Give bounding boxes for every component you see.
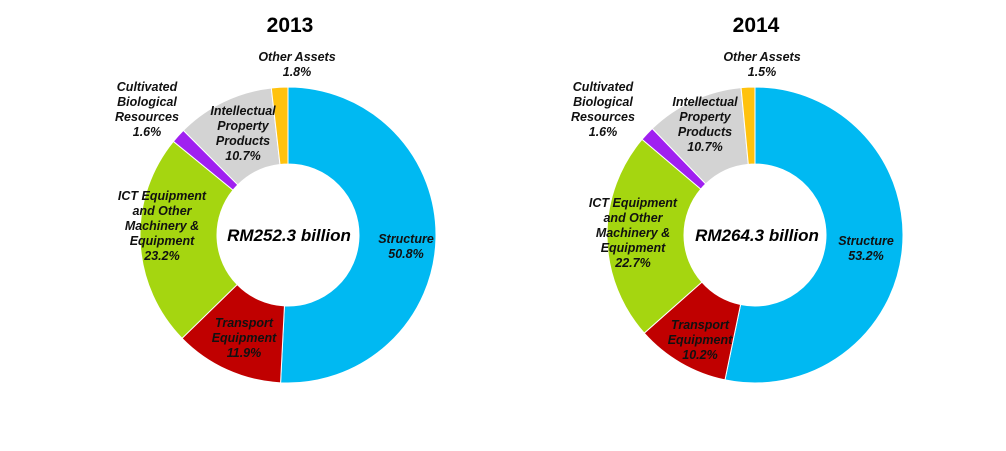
label-transport-2014: Transport Equipment 10.2% [667,318,733,362]
label-ict-2014: ICT Equipment and Other Machinery & Equi… [588,196,678,270]
label-cultivated-2013: Cultivated Biological Resources 1.6% [115,80,179,139]
slice-structure-2014 [724,86,904,384]
label-other-2014: Other Assets 1.5% [723,50,801,79]
label-ict-2013: ICT Equipment and Other Machinery & Equi… [117,189,207,263]
slice-ict-2014 [606,138,703,334]
chart-title-2014: 2014 [732,14,780,37]
label-structure-2014: Structure 53.2% [838,234,894,263]
slice-structure-2013 [280,86,437,384]
slice-ict-2013 [139,140,238,340]
center-label-2014: RM264.3 billion [695,226,819,245]
slice-other-2013 [270,86,289,166]
label-structure-2013: Structure 50.8% [378,232,434,261]
slice-other-2014 [740,86,756,165]
label-transport-2013: Transport Equipment 11.9% [211,316,277,360]
center-label-2013: RM252.3 billion [227,226,351,245]
chart-title-2013: 2013 [266,14,314,37]
label-ipp-2014: Intellectual Property Products 10.7% [672,95,738,154]
label-cultivated-2014: Cultivated Biological Resources 1.6% [571,80,635,139]
label-ipp-2013: Intellectual Property Products 10.7% [210,104,276,163]
label-other-2013: Other Assets 1.8% [258,50,336,79]
